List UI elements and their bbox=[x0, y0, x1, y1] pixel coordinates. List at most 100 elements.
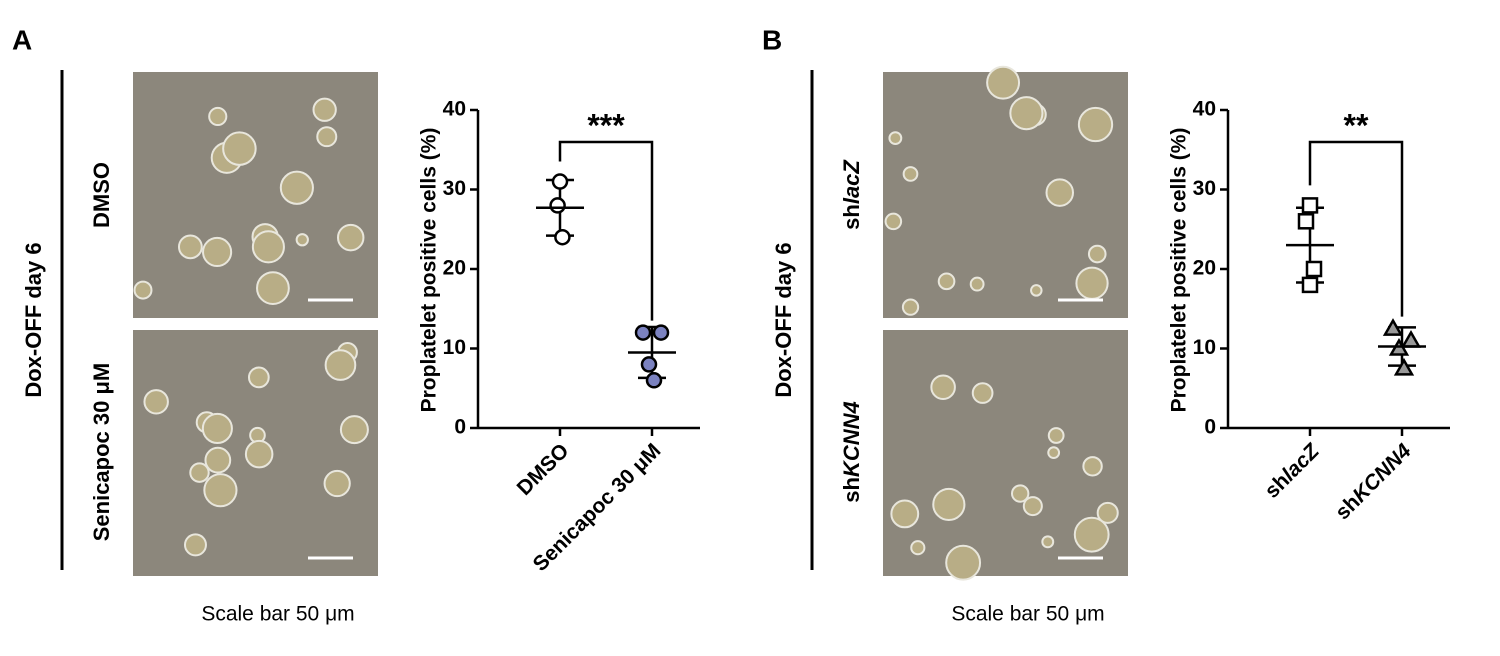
cell bbox=[884, 212, 903, 231]
cell bbox=[202, 236, 233, 268]
cell bbox=[256, 271, 290, 306]
cell bbox=[222, 131, 257, 166]
cell bbox=[312, 97, 337, 122]
y-tick-label: 20 bbox=[443, 257, 466, 280]
image-label: shKCNN4 bbox=[839, 401, 864, 502]
image-label: Senicapoc 30 μM bbox=[89, 363, 114, 542]
cell bbox=[937, 272, 956, 291]
data-point bbox=[1305, 260, 1323, 278]
side-label: Dox-OFF day 6 bbox=[771, 242, 796, 397]
cell bbox=[336, 223, 365, 252]
image-label-part: sh bbox=[839, 204, 864, 230]
data-point bbox=[1297, 213, 1315, 230]
image-label-part: KCNN4 bbox=[839, 401, 864, 477]
data-point bbox=[640, 356, 658, 373]
cell bbox=[1047, 446, 1061, 459]
cell bbox=[295, 233, 309, 247]
data-point bbox=[551, 173, 569, 190]
y-tick-label: 0 bbox=[1204, 416, 1216, 439]
data-point bbox=[549, 197, 566, 214]
cell bbox=[1075, 266, 1109, 300]
image-label-part: lacZ bbox=[839, 159, 864, 205]
significance-label: *** bbox=[587, 107, 625, 143]
panel-label: B bbox=[762, 24, 782, 55]
y-tick-label: 30 bbox=[1193, 177, 1216, 200]
cell bbox=[971, 382, 994, 404]
cell bbox=[143, 389, 169, 415]
significance-label: ** bbox=[1344, 107, 1369, 143]
cell bbox=[1073, 516, 1110, 553]
x-tick-label-part: KCNN4 bbox=[1348, 439, 1416, 507]
panel-label: A bbox=[12, 24, 32, 55]
y-tick-label: 30 bbox=[443, 177, 466, 200]
x-tick-label: shlacZ bbox=[1260, 438, 1324, 502]
cell bbox=[1041, 535, 1055, 549]
cell bbox=[183, 533, 207, 557]
y-tick-label: 10 bbox=[1193, 336, 1216, 359]
y-tick-label: 40 bbox=[1193, 98, 1216, 121]
image-label-part: sh bbox=[839, 477, 864, 503]
cell bbox=[910, 540, 926, 556]
data-point bbox=[1382, 318, 1404, 336]
cell bbox=[902, 166, 919, 182]
cell bbox=[133, 280, 153, 300]
cell bbox=[901, 298, 920, 316]
cell bbox=[1082, 456, 1103, 477]
cell bbox=[177, 234, 203, 260]
data-point bbox=[1301, 276, 1319, 294]
cell bbox=[932, 487, 966, 522]
data-point bbox=[634, 324, 652, 341]
cell bbox=[1087, 244, 1107, 264]
cell bbox=[201, 412, 233, 445]
y-axis-label: Proplatelet positive cells (%) bbox=[418, 128, 441, 413]
cell bbox=[1010, 484, 1030, 503]
cell bbox=[1077, 106, 1114, 143]
cell bbox=[1009, 96, 1044, 131]
scale-note: Scale bar 50 μm bbox=[951, 603, 1104, 626]
significance-bracket bbox=[1308, 140, 1404, 317]
x-tick-label: shKCNN4 bbox=[1331, 439, 1416, 524]
cell bbox=[316, 126, 338, 148]
cell bbox=[1030, 284, 1043, 297]
data-point bbox=[554, 228, 571, 246]
side-label: Dox-OFF day 6 bbox=[21, 242, 46, 397]
x-tick-label: DMSO bbox=[513, 439, 574, 500]
cell bbox=[1096, 501, 1119, 524]
cell bbox=[969, 276, 985, 292]
significance-bracket bbox=[558, 140, 654, 321]
cell bbox=[1045, 178, 1075, 207]
data-point bbox=[645, 372, 663, 389]
data-point bbox=[1393, 357, 1415, 376]
image-label: shlacZ bbox=[839, 159, 864, 230]
data-point bbox=[652, 324, 670, 341]
image-label: DMSO bbox=[89, 162, 114, 228]
y-tick-label: 0 bbox=[454, 416, 466, 439]
scale-note: Scale bar 50 μm bbox=[201, 603, 354, 626]
cell bbox=[244, 439, 274, 469]
data-point bbox=[1301, 197, 1319, 214]
cell bbox=[1047, 427, 1065, 444]
cell bbox=[339, 415, 369, 445]
cell bbox=[930, 374, 956, 400]
y-tick-label: 20 bbox=[1193, 257, 1216, 280]
cell bbox=[189, 462, 210, 483]
cell bbox=[251, 230, 285, 264]
cell bbox=[1022, 496, 1043, 517]
y-tick-label: 40 bbox=[443, 98, 466, 121]
y-tick-label: 10 bbox=[443, 336, 466, 359]
y-axis-label: Proplatelet positive cells (%) bbox=[1168, 128, 1191, 413]
micrograph bbox=[133, 72, 378, 318]
cell bbox=[247, 366, 270, 389]
cell bbox=[888, 131, 903, 146]
cell bbox=[279, 170, 314, 205]
cell bbox=[986, 65, 1021, 100]
data-point bbox=[1400, 330, 1422, 348]
cell bbox=[945, 544, 982, 581]
cell bbox=[890, 499, 920, 529]
cell bbox=[208, 106, 228, 127]
cell bbox=[323, 469, 351, 498]
cell bbox=[204, 446, 232, 474]
cell bbox=[324, 349, 357, 381]
cell bbox=[203, 473, 238, 508]
